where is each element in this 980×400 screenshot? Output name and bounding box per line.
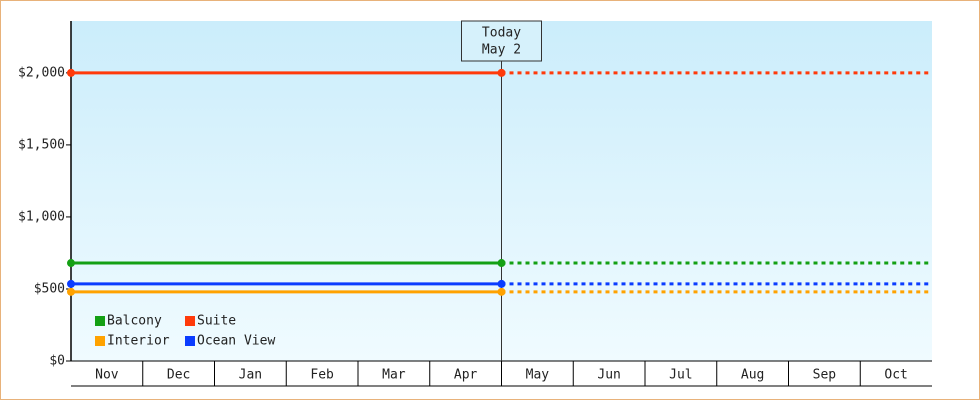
legend-swatch [185,336,195,346]
x-tick-label: Feb [310,368,334,383]
data-point [67,279,75,288]
x-tick-label: Dec [167,368,190,383]
data-point [67,259,75,268]
x-tick-label: Jan [239,368,262,383]
x-tick-label: Nov [95,368,119,383]
today-box [461,20,542,62]
x-tick-label: Sep [813,368,837,383]
data-point [497,287,506,296]
x-tick-label: Aug [741,368,764,383]
data-point [497,68,506,77]
legend-swatch [185,316,195,326]
x-tick-label: Apr [454,368,478,383]
y-tick-label: $0 [49,354,65,369]
data-point [67,287,75,296]
x-tick-label: Oct [884,368,907,383]
y-tick-label: $2,000 [18,65,65,80]
today-date: May 2 [482,43,521,58]
y-tick-label: $500 [34,281,65,296]
legend-swatch [95,316,105,326]
today-title: Today [482,26,521,41]
data-point [497,279,506,288]
data-point [497,259,506,268]
x-tick-label: May [526,368,550,383]
x-tick-label: Jul [669,368,692,383]
y-tick-label: $1,000 [18,209,65,224]
legend-label: Ocean View [197,334,275,349]
legend-label: Balcony [107,314,162,329]
data-point [67,68,75,77]
y-tick-label: $1,500 [18,137,65,152]
legend-swatch [95,336,105,346]
legend-label: Suite [197,314,236,329]
legend-label: Interior [107,334,170,349]
x-tick-label: Mar [382,368,406,383]
x-tick-label: Jun [597,368,620,383]
